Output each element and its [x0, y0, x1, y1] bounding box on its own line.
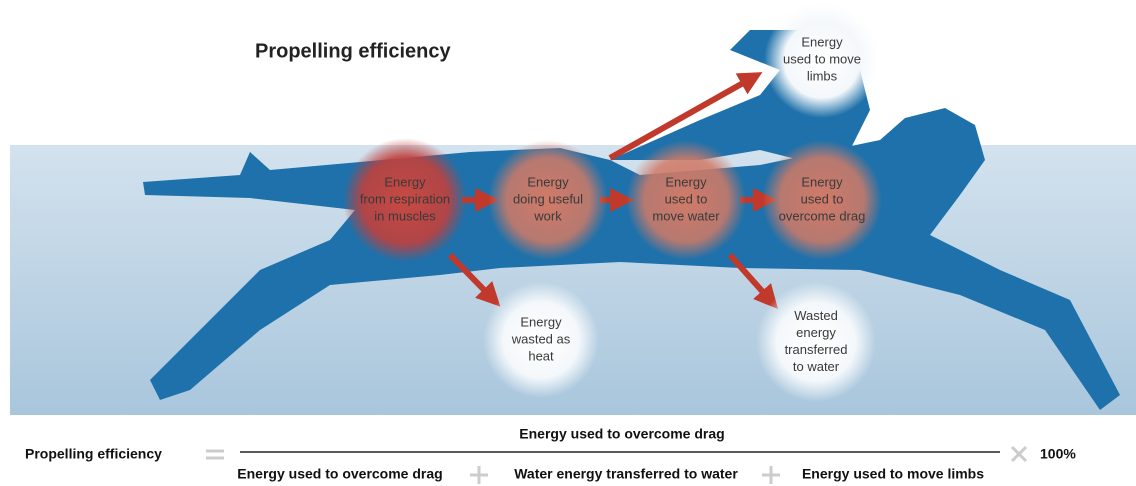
- plus: [470, 466, 780, 484]
- denominator-term: Water energy transferred to water: [514, 466, 738, 482]
- node-label: heat: [528, 348, 554, 363]
- node-label: Energy: [384, 174, 426, 189]
- node-circle: [764, 2, 880, 118]
- numerator: Energy used to overcome drag: [519, 426, 724, 442]
- denominator-term: Energy used to move limbs: [802, 466, 984, 482]
- node-label: used to move: [783, 51, 861, 66]
- node-label: from respiration: [360, 191, 450, 206]
- node-circle: [488, 140, 608, 260]
- node: Energy used to move water: [626, 140, 746, 260]
- title: Propelling efficiency: [255, 40, 451, 62]
- node-circle: [343, 138, 467, 262]
- node: Energy doing useful work: [488, 140, 608, 260]
- node: Energy wasted as heat: [483, 282, 599, 398]
- node: Energy used to overcome drag: [762, 140, 882, 260]
- node-label: energy: [796, 325, 836, 340]
- formula-lhs: Propelling efficiency: [25, 446, 162, 462]
- node-label: wasted as: [511, 331, 571, 346]
- node-label: Energy: [520, 314, 562, 329]
- factor: 100%: [1040, 446, 1076, 462]
- equals: [206, 449, 224, 460]
- node-label: Energy: [527, 174, 569, 189]
- node-label: Energy: [801, 174, 843, 189]
- node-label: used to: [665, 191, 708, 206]
- node: Energy from respiration in muscles: [343, 138, 467, 262]
- node-label: in muscles: [374, 208, 436, 223]
- node-circle: [626, 140, 746, 260]
- node: Wasted energy transferred to water: [756, 282, 876, 402]
- node-circle: [483, 282, 599, 398]
- node-label: Wasted: [794, 308, 838, 323]
- node-label: overcome drag: [779, 208, 866, 223]
- node-label: Energy: [801, 34, 843, 49]
- node-circle: [756, 282, 876, 402]
- node-label: work: [533, 208, 562, 223]
- denominator-term: Energy used to overcome drag: [237, 466, 442, 482]
- node-label: to water: [793, 359, 840, 374]
- node-circle: [762, 140, 882, 260]
- times: [1010, 445, 1028, 463]
- node-label: limbs: [807, 68, 838, 83]
- node-label: doing useful: [513, 191, 583, 206]
- formula: Propelling efficiency Energy used to ove…: [25, 426, 1076, 484]
- node-label: used to: [801, 191, 844, 206]
- node: Energy used to move limbs: [764, 2, 880, 118]
- node-label: transferred: [785, 342, 848, 357]
- arrows: [447, 72, 778, 309]
- node-label: Energy: [665, 174, 707, 189]
- node-label: move water: [652, 208, 720, 223]
